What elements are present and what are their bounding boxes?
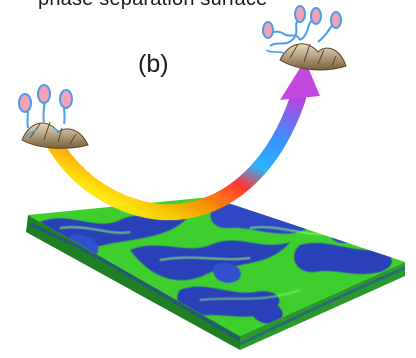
- figure-title: phase separation surface: [38, 0, 267, 11]
- cell-cluster-icon: [261, 5, 347, 71]
- surface-slab: [26, 197, 406, 350]
- panel-label: (b): [138, 50, 169, 78]
- cell-cluster-icon: [18, 84, 89, 149]
- rainbow-arrow-icon: [47, 60, 320, 221]
